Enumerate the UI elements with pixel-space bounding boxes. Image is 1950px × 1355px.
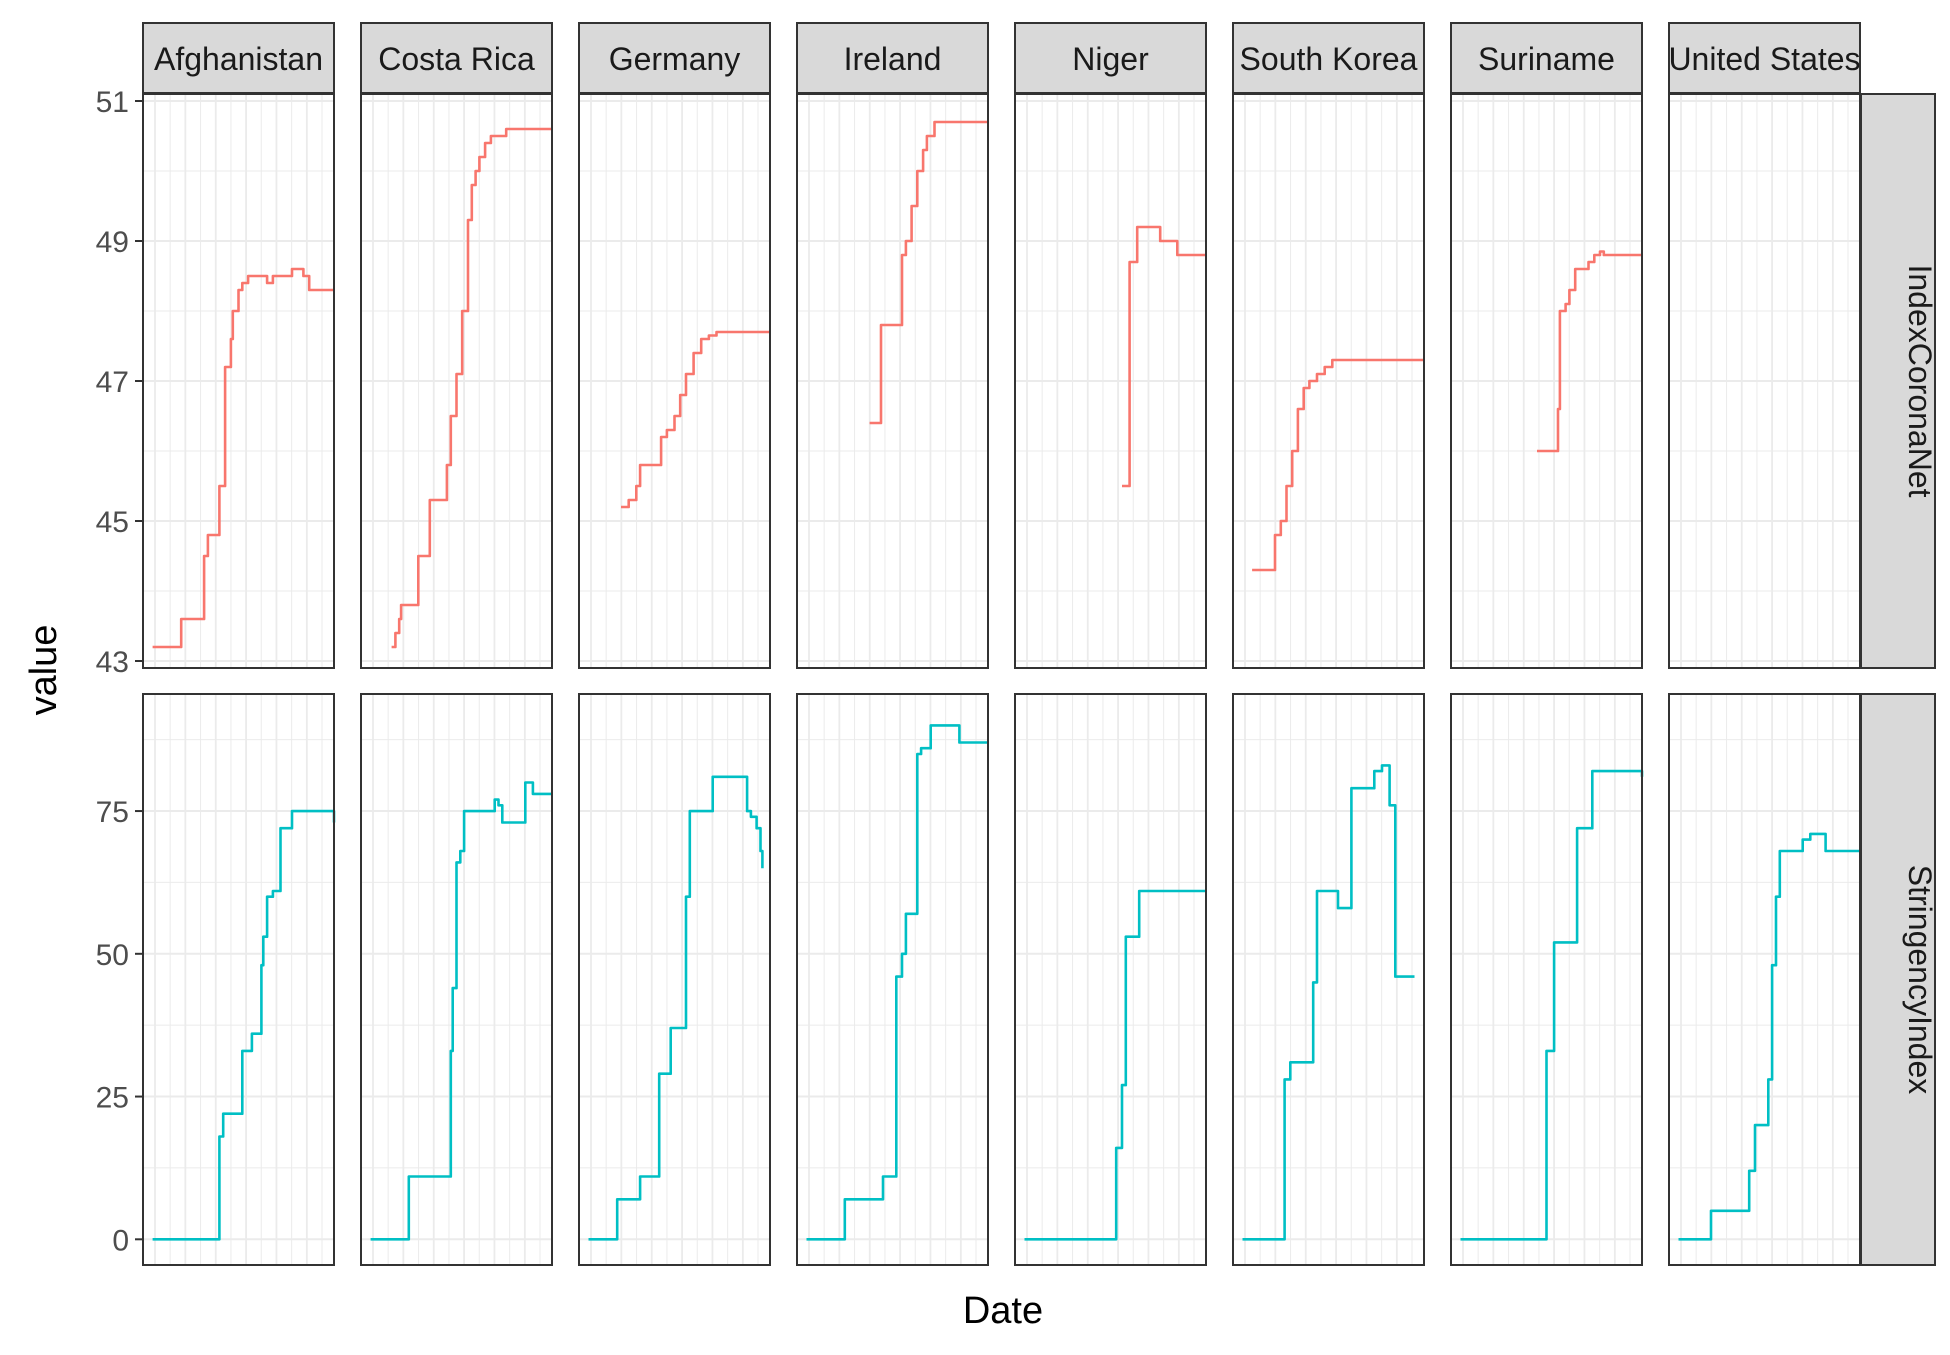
y-tick-label: 50 [96, 939, 129, 972]
row-label-stringencyindex: StringencyIndex [1902, 865, 1938, 1094]
panel-bg-stringencyindex-germany [579, 694, 770, 1265]
y-tick-label: 47 [96, 366, 129, 399]
facet-label-ireland: Ireland [844, 41, 942, 77]
row-strip-indexcoronanet [1860, 93, 1936, 669]
panel-border [578, 693, 771, 1266]
series-line-stringencyindex-ireland [806, 724, 988, 1241]
panel-bg-stringencyindex-south-korea [1233, 694, 1424, 1265]
y-tick-label: 75 [96, 796, 129, 829]
series-line-indexcoronanet-suriname [1537, 250, 1642, 453]
series-line-indexcoronanet-germany [621, 330, 770, 509]
facet-strip-south-korea [1232, 22, 1425, 94]
facet-label-niger: Niger [1072, 41, 1149, 77]
series-line-stringencyindex-afghanistan [152, 809, 336, 1241]
panel-border [360, 93, 553, 669]
y-tick-label: 43 [96, 646, 129, 679]
panel-border [360, 693, 553, 1266]
series-line-indexcoronanet-afghanistan [152, 267, 334, 649]
series-line-indexcoronanet-ireland [869, 120, 988, 425]
x-axis-title: Date [963, 1290, 1043, 1332]
panel-bg-stringencyindex-afghanistan [143, 694, 334, 1265]
panel-border [1232, 693, 1425, 1266]
panel-border [578, 93, 771, 669]
panel-border [796, 93, 989, 669]
series-line-stringencyindex-united-states [1678, 832, 1860, 1241]
facet-label-suriname: Suriname [1478, 41, 1615, 77]
panel-border [1014, 93, 1207, 669]
series-line-stringencyindex-south-korea [1242, 764, 1415, 1241]
series-line-indexcoronanet-costa-rica [391, 127, 552, 649]
panel-bg-stringencyindex-united-states [1669, 694, 1860, 1265]
y-tick-label: 45 [96, 506, 129, 539]
facet-label-south-korea: South Korea [1240, 41, 1418, 77]
series-line-stringencyindex-niger [1024, 889, 1206, 1241]
y-tick-label: 0 [112, 1224, 129, 1257]
panel-bg-stringencyindex-ireland [797, 694, 988, 1265]
y-axis-title: value [23, 625, 65, 716]
facet-strip-costa-rica [360, 22, 553, 94]
panel-border [796, 693, 989, 1266]
facet-label-afghanistan: Afghanistan [154, 41, 323, 77]
panel-border [1450, 93, 1643, 669]
facet-strip-united-states [1668, 22, 1861, 94]
row-strip-stringencyindex [1860, 693, 1936, 1266]
series-line-stringencyindex-costa-rica [370, 781, 552, 1241]
facet-strip-ireland [796, 22, 989, 94]
facet-label-costa-rica: Costa Rica [378, 41, 535, 77]
panel-border [1450, 693, 1643, 1266]
panel-border [1014, 693, 1207, 1266]
y-tick-label: 25 [96, 1082, 129, 1115]
panel-border [142, 693, 335, 1266]
facet-label-germany: Germany [609, 41, 741, 77]
y-tick-label: 49 [96, 226, 129, 259]
facet-strip-germany [578, 22, 771, 94]
series-line-indexcoronanet-niger [1122, 225, 1206, 488]
series-line-stringencyindex-suriname [1460, 769, 1644, 1241]
series-line-stringencyindex-germany [588, 775, 764, 1241]
series-line-indexcoronanet-south-korea [1252, 358, 1424, 572]
panel-border [1232, 93, 1425, 669]
y-tick-label: 51 [96, 86, 129, 119]
facet-label-united-states: United States [1668, 41, 1860, 77]
row-label-indexcoronanet: IndexCoronaNet [1902, 264, 1938, 497]
facet-strip-afghanistan [142, 22, 335, 94]
panel-bg-stringencyindex-niger [1015, 694, 1206, 1265]
